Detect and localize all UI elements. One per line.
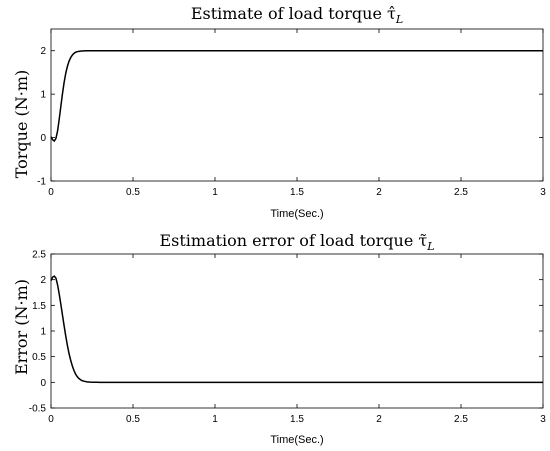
x-axis-label: Time(Sec.) (270, 434, 323, 446)
x-tick-label: 2 (376, 414, 382, 425)
x-tick-label: 0 (48, 187, 54, 198)
x-tick-label: 1 (212, 414, 218, 425)
x-tick-label: 1.5 (290, 187, 304, 198)
y-axis-label: Error (N·m) (12, 279, 31, 375)
x-tick-label: 1.5 (290, 414, 304, 425)
series-line (50, 275, 543, 384)
y-tick-label: 0.5 (32, 352, 46, 363)
x-tick-label: 0 (48, 414, 54, 425)
x-tick-label: 0.5 (126, 187, 140, 198)
y-tick-label: 2 (40, 46, 46, 57)
x-tick-label: 2.5 (454, 187, 468, 198)
y-axis: -0.5 0 0.5 1 1.5 2 2.5 (29, 250, 543, 415)
x-tick-label: 2.5 (454, 414, 468, 425)
x-tick-label: 3 (540, 187, 546, 198)
y-tick-label: 0 (40, 133, 46, 144)
y-tick-label: 2 (40, 275, 46, 286)
y-axis-label: Torque (N·m) (12, 70, 31, 179)
chart-title: Estimate of load torque τ̂L (191, 4, 403, 26)
y-tick-label: 0 (40, 378, 46, 389)
x-tick-label: 3 (540, 414, 546, 425)
x-axis: 0 0.5 1 1.5 2 2.5 3 (48, 254, 546, 425)
series-line (50, 49, 543, 143)
y-tick-label: 1.5 (32, 301, 46, 312)
plot-area (50, 28, 544, 182)
plot-area (50, 253, 544, 409)
y-tick-label: 1 (40, 327, 46, 338)
y-tick-label: 1 (40, 90, 46, 101)
y-tick-label: -0.5 (29, 404, 47, 415)
y-tick-label: -1 (37, 177, 46, 188)
x-tick-label: 1 (212, 187, 218, 198)
x-tick-label: 0.5 (126, 414, 140, 425)
x-axis: 0 0.5 1 1.5 2 2.5 3 (48, 29, 546, 198)
x-tick-label: 2 (376, 187, 382, 198)
y-axis: -1 0 1 2 (37, 46, 543, 188)
chart-load-torque-error: Estimation error of load torque τ̃L -0.5… (12, 231, 546, 446)
x-axis-label: Time(Sec.) (270, 208, 323, 220)
y-tick-label: 2.5 (32, 250, 46, 261)
chart-title: Estimation error of load torque τ̃L (159, 231, 434, 253)
